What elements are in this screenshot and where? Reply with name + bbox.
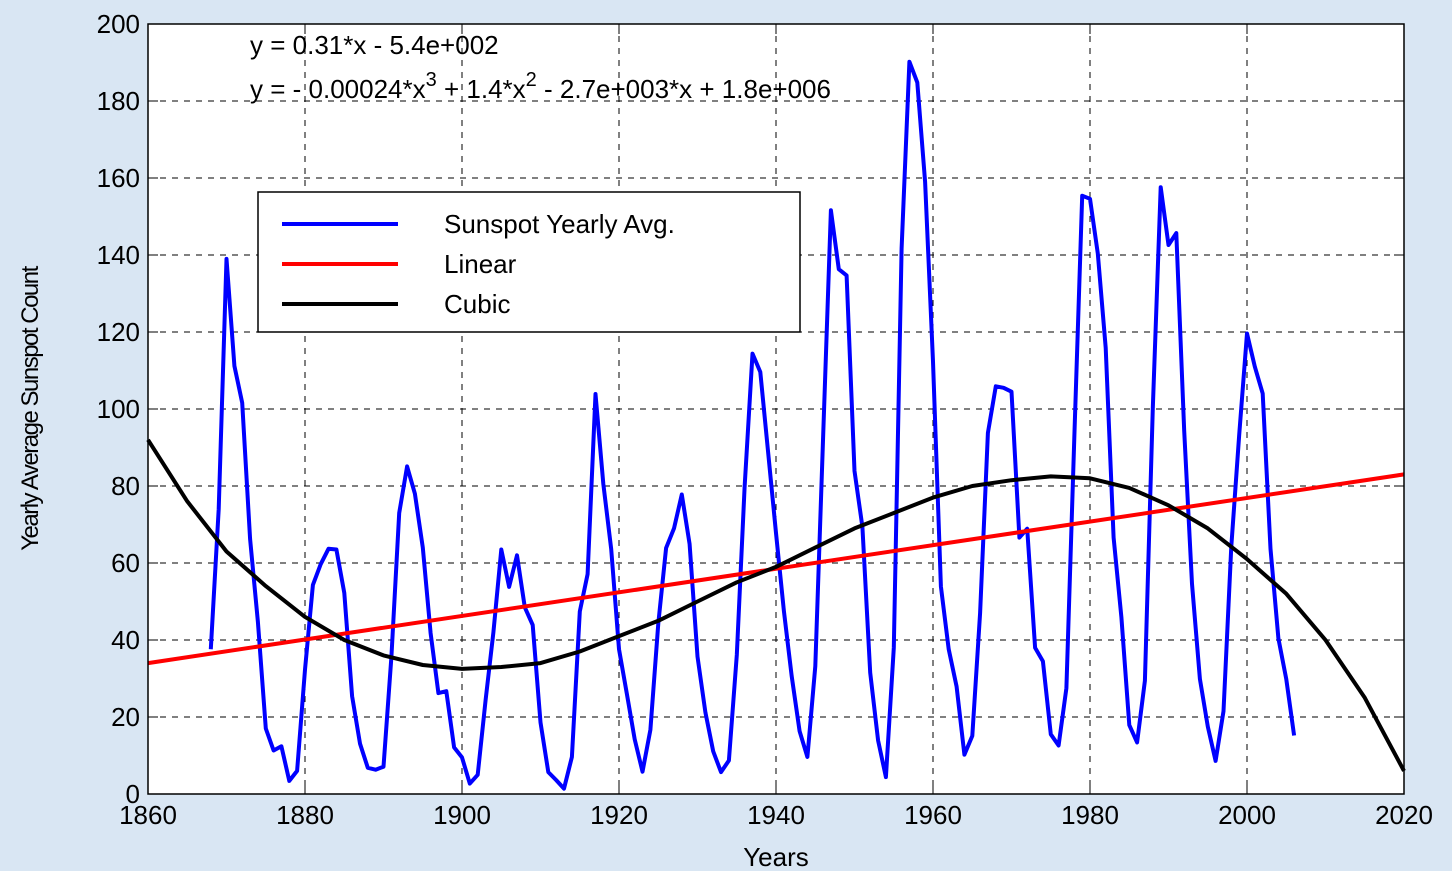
y-tick-label: 100	[97, 394, 140, 424]
y-tick-label: 20	[111, 702, 140, 732]
y-tick-label: 160	[97, 163, 140, 193]
x-tick-label: 1940	[747, 800, 805, 830]
y-tick-label: 140	[97, 240, 140, 270]
annotation-part: 3	[426, 69, 437, 91]
x-tick-label: 2020	[1375, 800, 1433, 830]
x-tick-label: 1860	[119, 800, 177, 830]
y-tick-label: 60	[111, 548, 140, 578]
annotation-part: y = 0.31*x - 5.4e+002	[250, 30, 499, 60]
legend-label: Cubic	[444, 289, 510, 319]
y-tick-label: 180	[97, 86, 140, 116]
y-tick-label: 80	[111, 471, 140, 501]
x-tick-label: 1900	[433, 800, 491, 830]
annotation-part: 2	[526, 69, 537, 91]
annotation: y = 0.31*x - 5.4e+002	[250, 30, 499, 60]
x-tick-label: 1920	[590, 800, 648, 830]
x-tick-label: 1880	[276, 800, 334, 830]
y-tick-label: 0	[126, 779, 140, 809]
x-tick-label: 2000	[1218, 800, 1276, 830]
x-tick-label: 1960	[904, 800, 962, 830]
x-axis-label: Years	[743, 842, 809, 871]
y-tick-label: 200	[97, 9, 140, 39]
y-tick-label: 40	[111, 625, 140, 655]
plot-frame	[147, 23, 1405, 795]
annotation-part: + 1.4*x	[437, 74, 526, 104]
annotation: y = - 0.00024*x3 + 1.4*x2 - 2.7e+003*x +…	[250, 69, 831, 104]
series-line	[146, 438, 1406, 772]
annotation-part: y = - 0.00024*x	[250, 74, 426, 104]
y-axis-label: Yearly Average Sunspot Count	[17, 265, 44, 550]
legend-label: Linear	[444, 249, 517, 279]
legend-label: Sunspot Yearly Avg.	[444, 209, 675, 239]
x-tick-label: 1980	[1061, 800, 1119, 830]
annotation-part: - 2.7e+003*x + 1.8e+006	[537, 74, 831, 104]
y-tick-label: 120	[97, 317, 140, 347]
